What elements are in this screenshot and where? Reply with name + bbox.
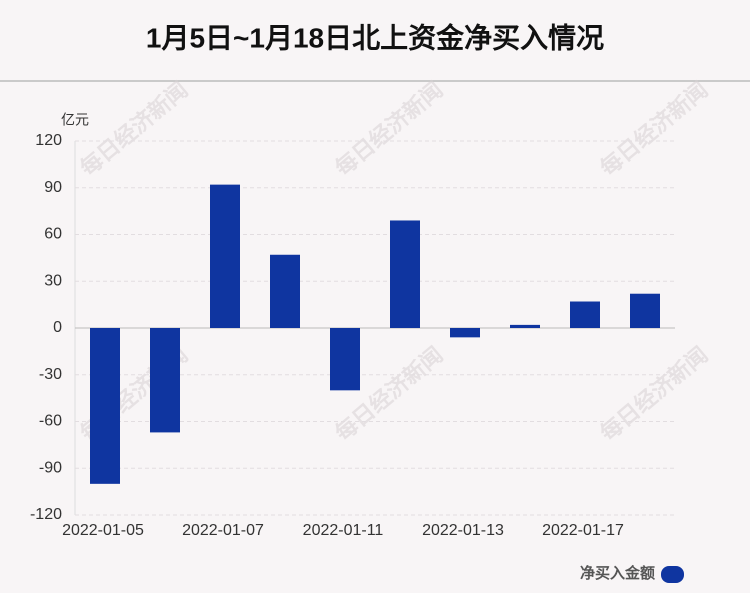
y-tick-label: -90: [39, 459, 62, 476]
y-tick-label: -120: [30, 506, 62, 523]
x-tick-label: 2022-01-13: [422, 522, 504, 539]
y-tick-label: 120: [35, 132, 62, 149]
bar: [450, 328, 480, 338]
bar: [630, 293, 660, 328]
bar: [330, 328, 360, 391]
y-tick-label: -60: [39, 413, 62, 430]
watermark: 每日经济新闻: [595, 77, 713, 182]
watermark: 每日经济新闻: [595, 342, 713, 447]
watermark: 每日经济新闻: [330, 77, 448, 182]
y-tick-label: 0: [53, 319, 62, 336]
y-axis-unit: 亿元: [61, 112, 89, 128]
y-tick-label: 30: [44, 272, 62, 289]
y-tick-label: 90: [44, 179, 62, 196]
bar: [270, 254, 300, 328]
bar: [570, 301, 600, 328]
bar: [510, 324, 540, 328]
y-tick-label: 60: [44, 226, 62, 243]
watermark: 每日经济新闻: [75, 77, 193, 182]
legend-label: 净买入金额: [580, 564, 655, 582]
x-tick-label: 2022-01-07: [182, 522, 264, 539]
legend-swatch: [661, 566, 684, 583]
chart-title: 1月5日~1月18日北上资金净买入情况: [146, 21, 604, 53]
bar: [150, 328, 180, 433]
bar: [390, 220, 420, 328]
y-tick-label: -30: [39, 366, 62, 383]
x-tick-label: 2022-01-17: [542, 522, 624, 539]
bar: [90, 328, 120, 484]
x-tick-label: 2022-01-11: [303, 522, 384, 539]
bar: [210, 184, 240, 328]
x-tick-label: 2022-01-05: [62, 522, 144, 539]
